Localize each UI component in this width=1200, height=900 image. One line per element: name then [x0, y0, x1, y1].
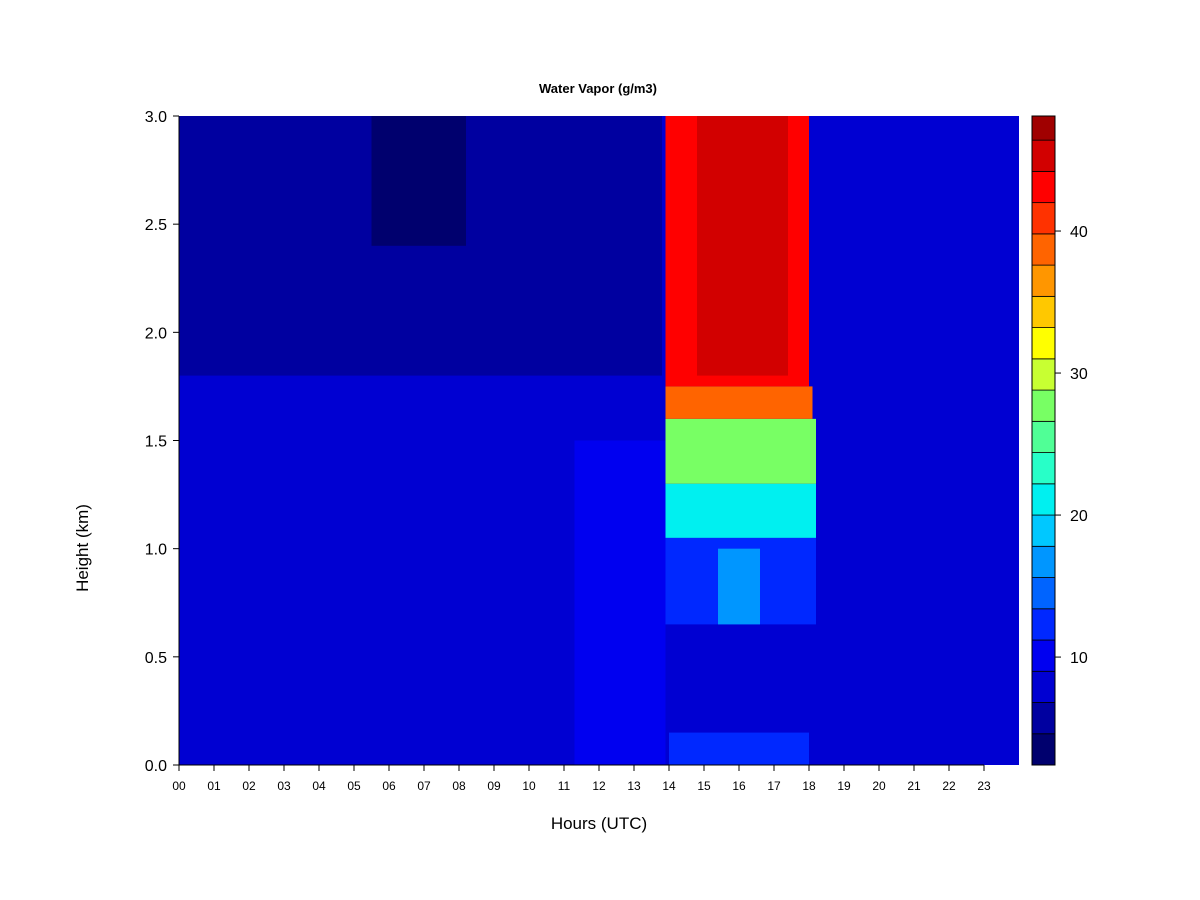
- heatmap-cell-10: [665, 483, 816, 538]
- x-tick-label: 16: [732, 779, 746, 793]
- x-tick-label: 06: [382, 779, 396, 793]
- x-tick-label: 09: [487, 779, 501, 793]
- x-tick-label: 01: [207, 779, 221, 793]
- x-tick-label: 00: [172, 779, 186, 793]
- colorbar-swatch: [1031, 170, 1056, 204]
- colorbar-swatch: [1031, 483, 1056, 516]
- colorbar-swatch: [1031, 264, 1056, 297]
- colorbar-tick-label: 40: [1070, 224, 1088, 241]
- heatmap-cell-14: [697, 116, 788, 376]
- x-tick-label: 03: [277, 779, 291, 793]
- x-axis: 00 01 02 03 04 05 06 07 08 09 10 11 12 13 14 15 16 17 18 19…: [172, 764, 991, 793]
- y-tick-label: 0.0: [145, 758, 167, 775]
- x-tick-label: 02: [242, 779, 256, 793]
- colorbar-swatch: [1031, 608, 1056, 641]
- x-tick-label: 04: [312, 779, 326, 793]
- x-tick-label: 20: [872, 779, 886, 793]
- colorbar-swatch: [1031, 389, 1056, 422]
- x-tick-label: 05: [347, 779, 361, 793]
- x-tick-label: 12: [592, 779, 606, 793]
- heatmap-cell-12: [665, 386, 813, 419]
- y-tick-label: 2.5: [145, 217, 167, 234]
- colorbar-swatch: [1031, 577, 1056, 610]
- heatmap-cell-11: [665, 418, 816, 484]
- colorbar-swatch: [1031, 733, 1056, 766]
- colorbar-swatch: [1031, 327, 1056, 360]
- x-axis-label: Hours (UTC): [551, 814, 647, 833]
- colorbar-swatch: [1031, 702, 1056, 735]
- heatmap-cell-6: [665, 689, 816, 733]
- colorbar-swatch: [1031, 545, 1056, 578]
- y-tick-label: 3.0: [145, 109, 167, 126]
- x-tick-label: 10: [522, 779, 536, 793]
- colorbar-swatch: [1031, 202, 1056, 235]
- y-tick-label: 1.5: [145, 434, 167, 451]
- heatmap-cell-9: [718, 548, 760, 625]
- x-tick-label: 07: [417, 779, 431, 793]
- colorbar-tick-label: 20: [1070, 508, 1088, 525]
- x-tick-label: 17: [767, 779, 781, 793]
- colorbar-swatch: [1031, 670, 1056, 703]
- x-tick-label: 23: [977, 779, 991, 793]
- y-axis-label: Height (km): [73, 504, 92, 592]
- colorbar-swatch: [1031, 295, 1056, 328]
- x-tick-label: 21: [907, 779, 921, 793]
- colorbar-swatch: [1031, 115, 1056, 141]
- y-tick-label: 0.5: [145, 650, 167, 667]
- colorbar-swatch: [1031, 514, 1056, 547]
- heatmap-plot-area: [179, 116, 1019, 765]
- chart-title: Water Vapor (g/m3): [539, 81, 657, 96]
- colorbar-swatch: [1031, 233, 1056, 266]
- x-tick-label: 13: [627, 779, 641, 793]
- heatmap-cell-5: [669, 732, 809, 765]
- heatmap-cell-7: [665, 624, 816, 690]
- x-tick-label: 14: [662, 779, 676, 793]
- x-tick-label: 08: [452, 779, 466, 793]
- colorbar-tick-label: 30: [1070, 366, 1088, 383]
- heatmap-cell-3: [392, 116, 456, 160]
- colorbar-frame: [1031, 115, 1056, 766]
- y-tick-label: 2.0: [145, 325, 167, 342]
- colorbar-swatch: [1031, 639, 1056, 672]
- x-tick-label: 11: [558, 779, 571, 793]
- heatmap-cell-4: [574, 440, 666, 765]
- x-tick-label: 22: [942, 779, 956, 793]
- x-tick-label: 18: [802, 779, 816, 793]
- x-tick-label: 19: [837, 779, 851, 793]
- colorbar-swatch: [1031, 139, 1056, 172]
- colorbar-tick-label: 10: [1070, 650, 1088, 667]
- colorbar-swatch: [1031, 358, 1056, 391]
- colorbar-swatch: [1031, 452, 1056, 485]
- y-axis: 0.0 0.5 1.0 1.5 2.0 2.5 3.0: [145, 109, 180, 775]
- x-tick-label: 15: [697, 779, 711, 793]
- y-tick-label: 1.0: [145, 542, 167, 559]
- colorbar-swatch: [1031, 420, 1056, 453]
- colorbar: 10 20 30 40: [1031, 115, 1088, 766]
